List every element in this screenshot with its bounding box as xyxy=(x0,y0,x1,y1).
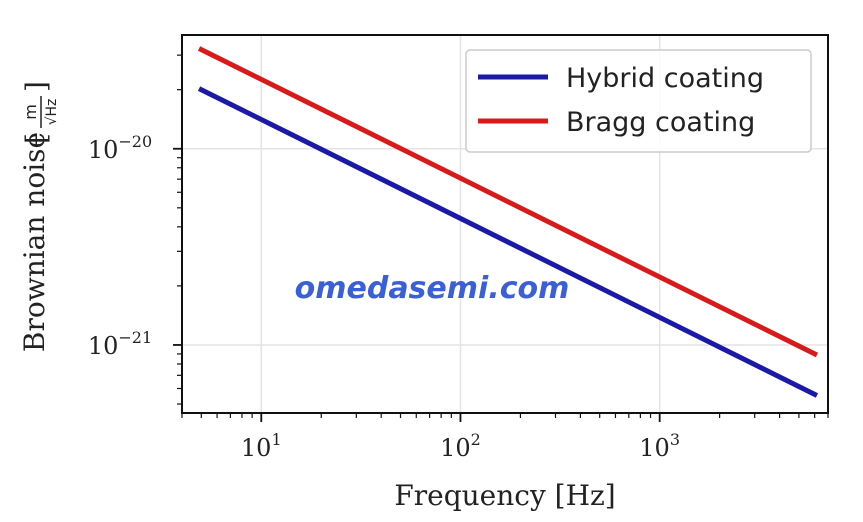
y-axis-label-bracket-open: [ xyxy=(20,133,53,144)
legend-label-bragg: Bragg coating xyxy=(566,107,755,138)
series-line-hybrid xyxy=(197,86,819,398)
x-tick-label: 103 xyxy=(639,430,680,462)
x-tick-label: 102 xyxy=(440,430,481,462)
y-axis-label-text: Brownian noise xyxy=(18,132,51,352)
y-axis-label-bracket-close: ] xyxy=(20,81,53,92)
legend-box xyxy=(465,49,812,153)
series-line-bragg xyxy=(197,46,819,358)
watermark-text: omedasemi.com xyxy=(295,271,570,306)
legend: Hybrid coating Bragg coating xyxy=(465,49,812,153)
y-axis-label: Brownian noise [ m √Hz ] xyxy=(18,81,60,352)
y-axis-unit-numerator: m xyxy=(21,104,40,120)
x-axis-label: Frequency [Hz] xyxy=(394,479,615,512)
plot-frame xyxy=(181,34,829,414)
series-lines xyxy=(197,46,819,398)
legend-label-hybrid: Hybrid coating xyxy=(566,63,764,94)
y-tick-label: 10−20 xyxy=(88,132,152,164)
y-axis-unit-denominator: √Hz xyxy=(44,99,60,126)
x-tick-label: 101 xyxy=(241,430,282,462)
axis-ticks: 101 102 103 10−21 10−20 xyxy=(88,54,829,462)
y-tick-label: 10−21 xyxy=(88,328,152,360)
